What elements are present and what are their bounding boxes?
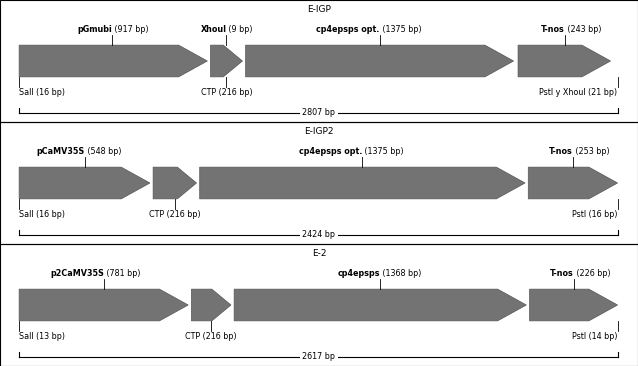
- Text: CTP (216 bp): CTP (216 bp): [186, 332, 237, 341]
- Text: CTP (216 bp): CTP (216 bp): [149, 210, 200, 220]
- Text: p2CaMV35S: p2CaMV35S: [50, 269, 104, 277]
- Text: (1375 bp): (1375 bp): [380, 25, 421, 34]
- Polygon shape: [234, 289, 526, 321]
- Text: T-nos: T-nos: [541, 25, 565, 34]
- Polygon shape: [246, 45, 514, 77]
- Text: (548 bp): (548 bp): [85, 146, 121, 156]
- Text: XhouI: XhouI: [200, 25, 226, 34]
- Text: SalI (16 bp): SalI (16 bp): [19, 89, 65, 97]
- Text: PstI (16 bp): PstI (16 bp): [572, 210, 618, 220]
- Text: T-nos: T-nos: [550, 269, 574, 277]
- Text: cp4epsps opt.: cp4epsps opt.: [316, 25, 380, 34]
- Text: 2617 bp: 2617 bp: [302, 352, 336, 361]
- Text: (781 bp): (781 bp): [104, 269, 140, 277]
- Text: E-IGP2: E-IGP2: [304, 127, 334, 137]
- Polygon shape: [530, 289, 618, 321]
- Text: pCaMV35S: pCaMV35S: [36, 146, 85, 156]
- Text: cp4epsps: cp4epsps: [338, 269, 380, 277]
- Text: (243 bp): (243 bp): [565, 25, 601, 34]
- Text: T-nos: T-nos: [549, 146, 573, 156]
- Text: PstI (14 bp): PstI (14 bp): [572, 332, 618, 341]
- Polygon shape: [528, 167, 618, 199]
- Text: pGmubi: pGmubi: [77, 25, 112, 34]
- Text: (917 bp): (917 bp): [112, 25, 148, 34]
- Text: PstI y XhouI (21 bp): PstI y XhouI (21 bp): [540, 89, 618, 97]
- Text: SalI (13 bp): SalI (13 bp): [19, 332, 65, 341]
- Polygon shape: [191, 289, 231, 321]
- Text: cp4epsps opt.: cp4epsps opt.: [299, 146, 362, 156]
- Text: E-IGP: E-IGP: [307, 5, 331, 15]
- Polygon shape: [211, 45, 242, 77]
- Text: (226 bp): (226 bp): [574, 269, 610, 277]
- Text: 2807 bp: 2807 bp: [302, 108, 336, 117]
- Polygon shape: [200, 167, 525, 199]
- Text: 2424 bp: 2424 bp: [302, 230, 336, 239]
- Text: CTP (216 bp): CTP (216 bp): [201, 89, 252, 97]
- Text: SalI (16 bp): SalI (16 bp): [19, 210, 65, 220]
- Polygon shape: [19, 45, 207, 77]
- Text: (253 bp): (253 bp): [573, 146, 609, 156]
- Text: (1375 bp): (1375 bp): [362, 146, 404, 156]
- Text: (9 bp): (9 bp): [226, 25, 253, 34]
- Text: E-2: E-2: [312, 250, 326, 258]
- Polygon shape: [19, 167, 150, 199]
- Polygon shape: [19, 289, 188, 321]
- Polygon shape: [518, 45, 611, 77]
- Text: (1368 bp): (1368 bp): [380, 269, 422, 277]
- Polygon shape: [153, 167, 197, 199]
